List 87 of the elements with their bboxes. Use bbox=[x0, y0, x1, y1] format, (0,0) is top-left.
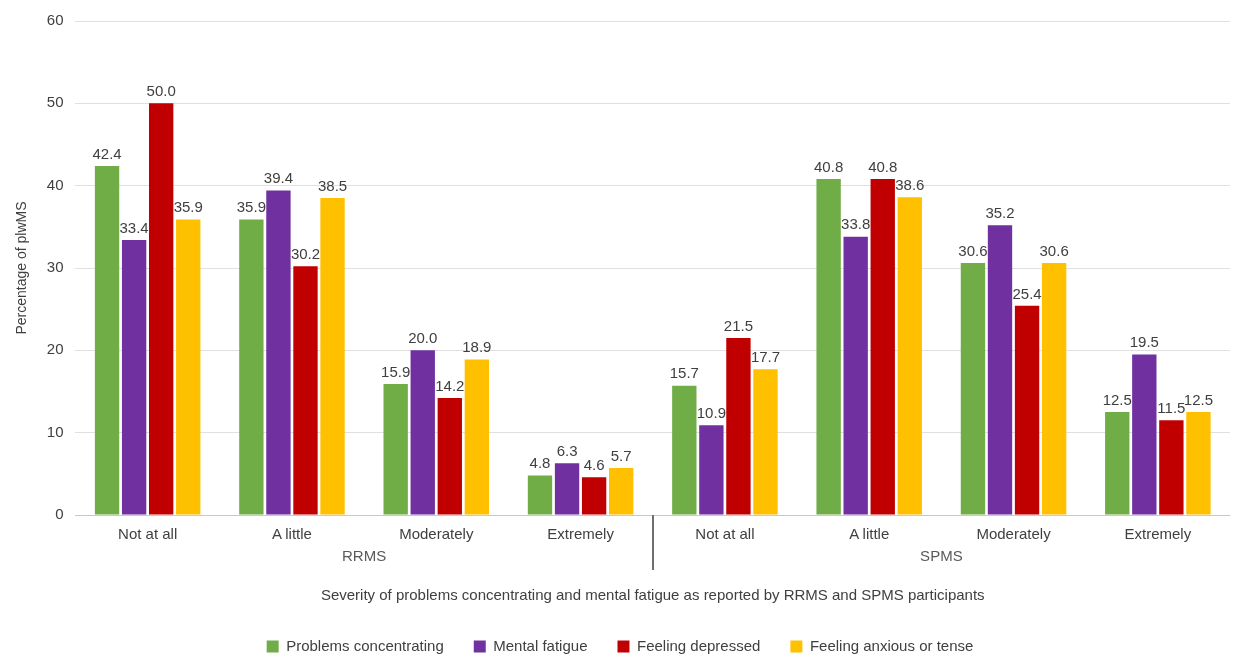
text: SPMS bbox=[920, 547, 963, 565]
bar bbox=[176, 219, 201, 515]
bar bbox=[726, 337, 751, 515]
x-tick-label: Not at all bbox=[695, 525, 755, 543]
data-label: 20.0 bbox=[408, 328, 438, 346]
data-label: 6.3 bbox=[556, 441, 578, 459]
bar bbox=[1014, 305, 1040, 515]
bar bbox=[554, 463, 580, 515]
bar bbox=[410, 350, 435, 515]
bar bbox=[753, 369, 778, 515]
x-tick-label: A little bbox=[849, 525, 890, 543]
data-label: 15.9 bbox=[381, 362, 411, 380]
data-label: 35.2 bbox=[985, 203, 1015, 221]
data-label: 21.5 bbox=[723, 316, 754, 334]
bar bbox=[843, 236, 868, 515]
bar bbox=[293, 266, 318, 515]
data-label: 12.5 bbox=[1183, 390, 1214, 408]
legend-label: Problems concentrating bbox=[286, 636, 444, 654]
data-label: 30.2 bbox=[290, 244, 321, 262]
x-tick-label: A little bbox=[271, 525, 312, 543]
bar bbox=[383, 384, 408, 515]
x-tick-label: Moderately bbox=[399, 525, 474, 543]
data-label: 18.9 bbox=[462, 338, 492, 356]
x-tick-label: Not at all bbox=[118, 525, 178, 543]
data-label: 25.4 bbox=[1012, 284, 1042, 302]
bar bbox=[987, 225, 1013, 515]
data-label: 5.7 bbox=[610, 446, 632, 464]
data-label: 4.8 bbox=[529, 454, 551, 472]
data-label: 40.8 bbox=[814, 157, 844, 175]
bar bbox=[672, 385, 697, 515]
y-tick-label: 10 bbox=[46, 422, 64, 440]
bar bbox=[464, 359, 490, 515]
bar bbox=[897, 197, 922, 515]
data-label: 10.9 bbox=[696, 403, 726, 421]
y-tick-label: 50 bbox=[46, 93, 64, 111]
y-tick-label: 30 bbox=[46, 258, 64, 276]
bar bbox=[1186, 412, 1211, 515]
x-tick-label: Moderately bbox=[976, 525, 1052, 543]
data-label: 35.9 bbox=[236, 198, 266, 216]
bar bbox=[239, 219, 264, 515]
bar bbox=[320, 198, 345, 515]
data-label: 38.5 bbox=[317, 176, 348, 194]
x-tick-label: Extremely bbox=[547, 525, 615, 543]
data-label: 33.8 bbox=[841, 215, 871, 233]
data-label: 42.4 bbox=[92, 144, 122, 162]
bar bbox=[1105, 412, 1130, 515]
data-label: 50.0 bbox=[146, 81, 176, 99]
legend-label: Feeling depressed bbox=[636, 636, 761, 654]
data-label: 39.4 bbox=[263, 169, 294, 187]
data-label: 30.6 bbox=[1039, 241, 1069, 259]
bar bbox=[1132, 354, 1157, 515]
bar bbox=[699, 425, 724, 515]
data-label: 35.9 bbox=[173, 198, 203, 216]
x-tick-label: Extremely bbox=[1124, 525, 1192, 543]
bar bbox=[870, 179, 895, 515]
y-axis-title: Percentage of plwMS bbox=[13, 201, 30, 335]
data-label: 40.8 bbox=[868, 157, 898, 175]
x-axis-title: Severity of problems concentrating and mental fatigue as reported by RRMS and SPMS participants bbox=[320, 586, 985, 604]
data-label: 33.4 bbox=[119, 218, 149, 236]
bar bbox=[960, 263, 986, 515]
data-label: 38.6 bbox=[895, 175, 925, 193]
data-label: 30.6 bbox=[958, 241, 988, 259]
data-label: 12.5 bbox=[1102, 390, 1132, 408]
text: RRMS bbox=[342, 547, 387, 565]
bar bbox=[1159, 420, 1184, 515]
data-label: 19.5 bbox=[1129, 333, 1159, 351]
y-tick-label: 0 bbox=[55, 505, 64, 523]
bar bbox=[121, 240, 147, 515]
y-tick-label: 20 bbox=[46, 340, 64, 358]
data-label: 11.5 bbox=[1157, 398, 1186, 416]
data-label: 4.6 bbox=[583, 455, 605, 473]
legend-label: Feeling anxious or tense bbox=[809, 636, 974, 654]
bar bbox=[527, 475, 553, 515]
bar bbox=[149, 103, 174, 515]
legend-label: Mental fatigue bbox=[493, 636, 588, 654]
bar bbox=[581, 477, 607, 515]
bar bbox=[437, 398, 462, 515]
bar bbox=[266, 190, 291, 515]
data-label: 15.7 bbox=[669, 364, 699, 382]
y-tick-label: 60 bbox=[46, 11, 64, 29]
bar bbox=[1041, 263, 1067, 515]
bar bbox=[816, 179, 841, 515]
bar bbox=[94, 165, 120, 515]
data-label: 14.2 bbox=[435, 376, 465, 394]
data-label: 17.7 bbox=[750, 347, 781, 365]
y-tick-label: 40 bbox=[46, 175, 64, 193]
bar bbox=[609, 468, 634, 515]
